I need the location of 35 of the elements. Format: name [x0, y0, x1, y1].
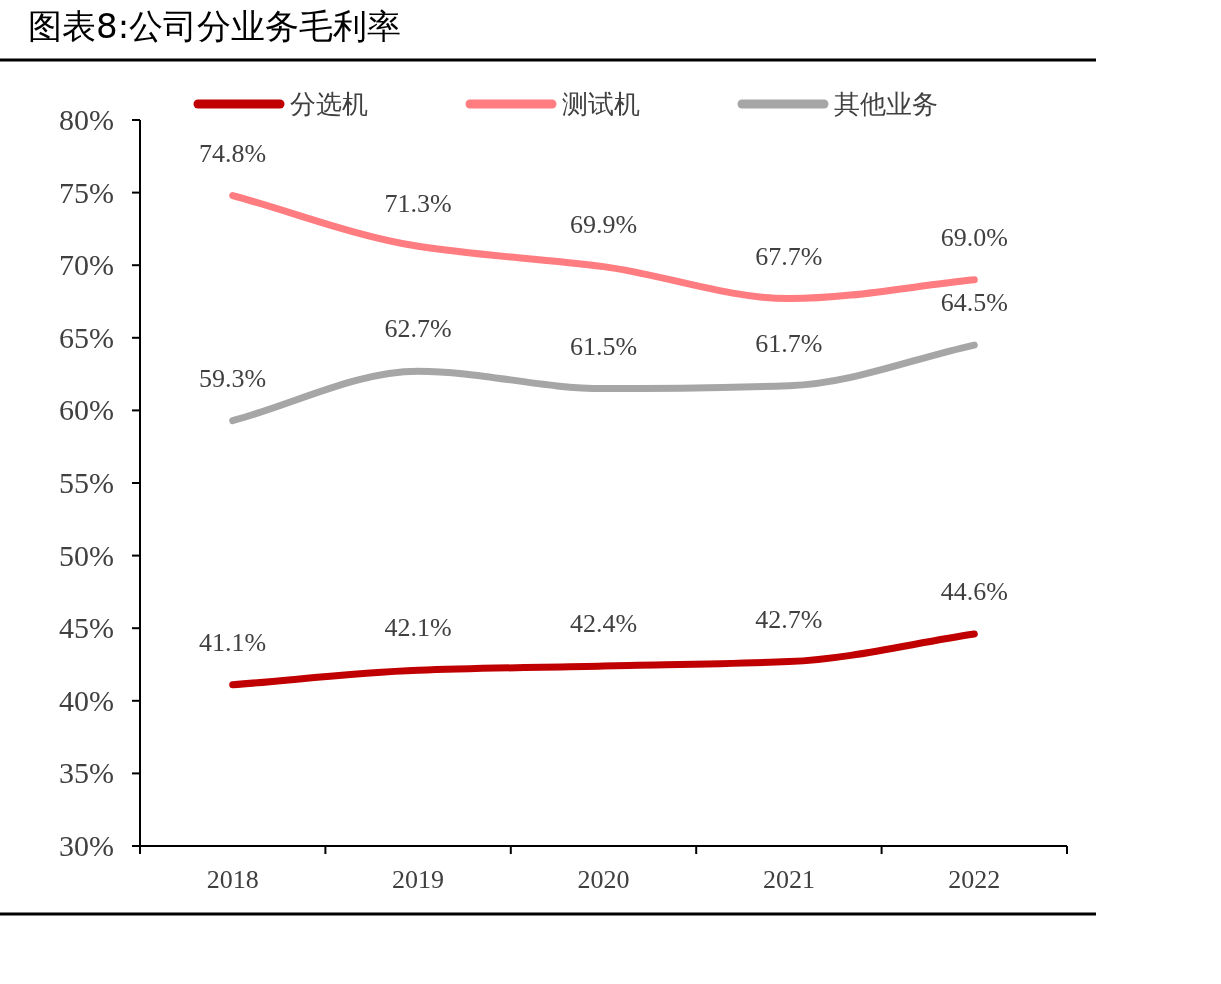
y-tick-label: 55% — [59, 466, 114, 499]
y-tick-label: 75% — [59, 175, 114, 209]
data-label: 42.4% — [569, 608, 638, 638]
x-tick-label: 2019 — [392, 865, 445, 894]
data-label: 42.7% — [755, 604, 823, 634]
data-label: 42.1% — [384, 613, 452, 643]
chart-title: 图表8:公司分业务毛利率 — [28, 6, 402, 46]
y-tick-label: 35% — [59, 756, 114, 790]
data-label: 69.9% — [569, 209, 638, 239]
x-tick-label: 2021 — [762, 865, 815, 894]
y-tick-label: 40% — [59, 683, 114, 717]
data-label: 61.7% — [755, 328, 823, 358]
data-label: 61.5% — [569, 331, 638, 361]
legend-label: 其他业务 — [834, 89, 938, 119]
x-tick-label: 2022 — [948, 865, 1001, 894]
data-label: 59.3% — [199, 363, 267, 393]
x-tick-label: 2020 — [577, 865, 630, 894]
data-label: 67.7% — [755, 241, 823, 271]
data-label: 62.7% — [384, 314, 452, 344]
data-label: 74.8% — [199, 138, 267, 168]
legend-label: 测试机 — [562, 89, 640, 119]
data-label: 69.0% — [940, 222, 1008, 252]
data-label: 44.6% — [940, 577, 1008, 607]
data-label: 64.5% — [940, 288, 1008, 318]
data-label: 71.3% — [384, 189, 452, 219]
y-tick-label: 50% — [59, 538, 114, 572]
x-tick-label: 2018 — [206, 865, 259, 894]
y-tick-label: 60% — [59, 393, 114, 427]
y-tick-label: 80% — [59, 103, 114, 136]
y-tick-label: 30% — [59, 829, 114, 862]
y-tick-label: 70% — [59, 248, 114, 282]
y-tick-label: 65% — [59, 320, 114, 354]
data-label: 41.1% — [199, 627, 267, 657]
y-tick-label: 45% — [59, 611, 114, 645]
legend-label: 分选机 — [290, 89, 368, 119]
